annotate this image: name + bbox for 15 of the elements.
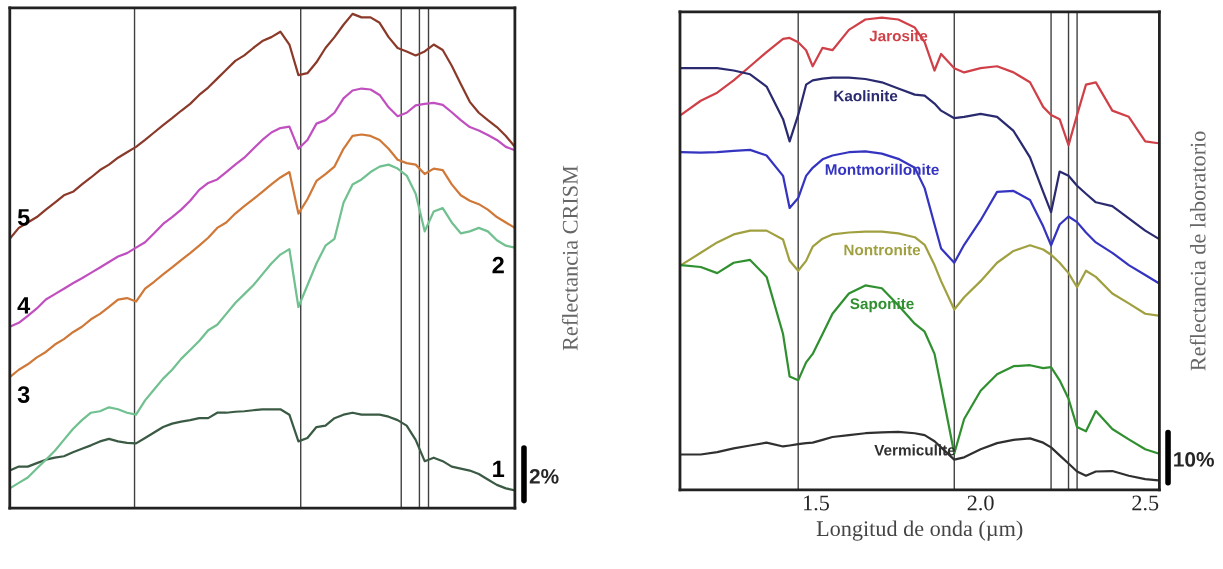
text: 10% <box>1174 452 1214 467</box>
series-label: 1 <box>493 460 505 477</box>
series-label: 4 <box>17 297 31 314</box>
series-label: 2 <box>492 256 504 274</box>
series-label: Nontronite <box>844 244 921 256</box>
y-axis-title: Reflectancia CRISM <box>561 165 578 351</box>
series-label: 3 <box>17 386 30 403</box>
series-label: Kaolinite <box>834 90 898 102</box>
x-tick-label: 1.5 <box>804 495 829 511</box>
x-tick-label: 2.0 <box>967 495 994 511</box>
series-label: 5 <box>17 209 30 226</box>
x-tick-label: 2.5 <box>1132 495 1159 511</box>
text: 2% <box>529 468 559 484</box>
y-axis-title: Reflectancia de laboratorio <box>1189 131 1206 371</box>
x-axis-title: Longitud de onda (µm) <box>816 520 1023 541</box>
